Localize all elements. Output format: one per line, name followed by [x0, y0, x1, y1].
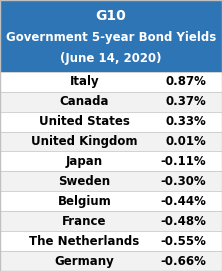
Bar [0, 112, 222, 132]
Text: Belgium: Belgium [57, 195, 111, 208]
Text: -0.55%: -0.55% [161, 235, 206, 248]
Text: 0.87%: 0.87% [166, 75, 206, 88]
Text: France: France [62, 215, 107, 228]
Text: United Kingdom: United Kingdom [31, 135, 138, 148]
Bar [0, 172, 222, 191]
Bar [0, 211, 222, 231]
Text: -0.48%: -0.48% [161, 215, 206, 228]
Text: Government 5-year Bond Yields: Government 5-year Bond Yields [6, 31, 216, 44]
Bar [0, 151, 222, 172]
Text: -0.66%: -0.66% [161, 254, 206, 267]
Text: The Netherlands: The Netherlands [29, 235, 139, 248]
Bar [0, 72, 222, 92]
Bar [0, 92, 222, 112]
Bar [0, 231, 222, 251]
Text: -0.30%: -0.30% [161, 175, 206, 188]
Text: Sweden: Sweden [58, 175, 110, 188]
Text: -0.44%: -0.44% [161, 195, 206, 208]
Text: Japan: Japan [66, 155, 103, 168]
Text: -0.11%: -0.11% [161, 155, 206, 168]
Text: United States: United States [39, 115, 130, 128]
Text: Italy: Italy [69, 75, 99, 88]
Text: Germany: Germany [54, 254, 114, 267]
Text: 0.01%: 0.01% [166, 135, 206, 148]
Text: G10: G10 [96, 9, 126, 23]
Bar [0, 0, 222, 72]
Text: (June 14, 2020): (June 14, 2020) [60, 52, 162, 65]
Text: 0.33%: 0.33% [166, 115, 206, 128]
Bar [0, 132, 222, 151]
Bar [0, 251, 222, 271]
Text: Canada: Canada [60, 95, 109, 108]
Text: 0.37%: 0.37% [166, 95, 206, 108]
Bar [0, 191, 222, 211]
